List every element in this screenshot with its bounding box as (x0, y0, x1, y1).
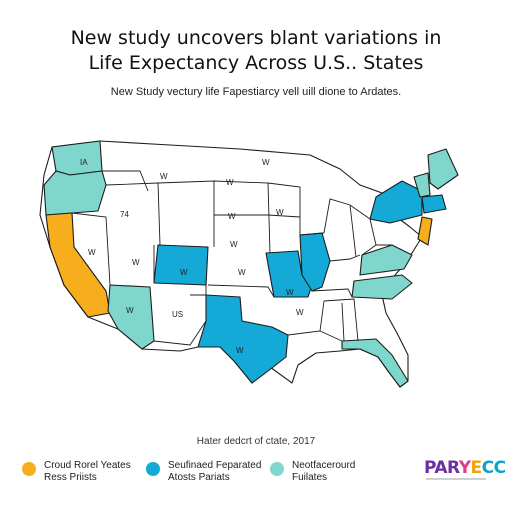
state-north-carolina (351, 274, 413, 300)
state-virginia (359, 244, 413, 276)
legend-item-teal: Neotfacerourd Fuilates (270, 460, 355, 484)
state-label: W (236, 346, 244, 355)
headline-line-1: New study uncovers blant variations in (70, 27, 442, 49)
state-new-york (369, 180, 423, 224)
legend-label: Atosts Pariats (168, 472, 230, 483)
legend-label: Seufinaed Feparated (168, 460, 262, 471)
state-label: 74 (120, 210, 129, 219)
headline-line-2: Life Expectancy Across U.S.. States (88, 52, 424, 74)
legend-swatch (22, 462, 36, 476)
state-label: W (126, 306, 134, 315)
state-maine (427, 148, 459, 190)
map-footnote: Hater dedcrt of ctate, 2017 (196, 436, 316, 447)
state-label: W (238, 268, 246, 277)
brand-logo: PARYECC (424, 458, 506, 478)
legend-label: Neotfacerourd (292, 460, 356, 471)
state-label: IA (80, 158, 88, 167)
legend-label: Ress Priists (44, 472, 97, 483)
state-label: W (276, 208, 284, 217)
map-legend: Croud Rorel Yeates Ress Priists Seufinae… (22, 460, 492, 500)
us-map-svg: IA 74 W W W W W W W W W W W US W W W (39, 140, 459, 388)
state-label: W (226, 178, 234, 187)
state-missouri (265, 250, 313, 298)
legend-item-orange: Croud Rorel Yeates Ress Priists (22, 460, 131, 484)
legend-label: Fuilates (292, 472, 328, 483)
subheadline: New Study vectury life Fapestiarcy vell … (110, 86, 402, 98)
state-borders (71, 170, 392, 349)
state-texas (197, 294, 289, 384)
state-label: W (262, 158, 270, 167)
legend-swatch (270, 462, 284, 476)
state-new-hampshire (413, 172, 431, 198)
state-arizona (107, 284, 155, 350)
state-washington (51, 140, 103, 176)
state-new-jersey (417, 216, 433, 246)
brand-tagline-rule (426, 478, 486, 480)
us-life-expectancy-map: IA 74 W W W W W W W W W W W US W W W (30, 135, 490, 415)
state-label: W (180, 268, 188, 277)
state-label: W (88, 248, 96, 257)
legend-swatch (146, 462, 160, 476)
state-florida (341, 338, 409, 388)
state-label: W (230, 240, 238, 249)
state-oregon (43, 170, 107, 216)
state-label: W (132, 258, 140, 267)
legend-item-blue: Seufinaed Feparated Atosts Pariats (146, 460, 261, 484)
state-label: US (172, 310, 183, 319)
headline: New study uncovers blant variations in L… (0, 26, 512, 76)
state-label: W (160, 172, 168, 181)
state-label: W (228, 212, 236, 221)
legend-label: Croud Rorel Yeates (44, 460, 131, 471)
state-massachusetts (421, 194, 447, 214)
state-label: W (286, 288, 294, 297)
state-colorado (153, 244, 209, 286)
state-label: W (296, 308, 304, 317)
